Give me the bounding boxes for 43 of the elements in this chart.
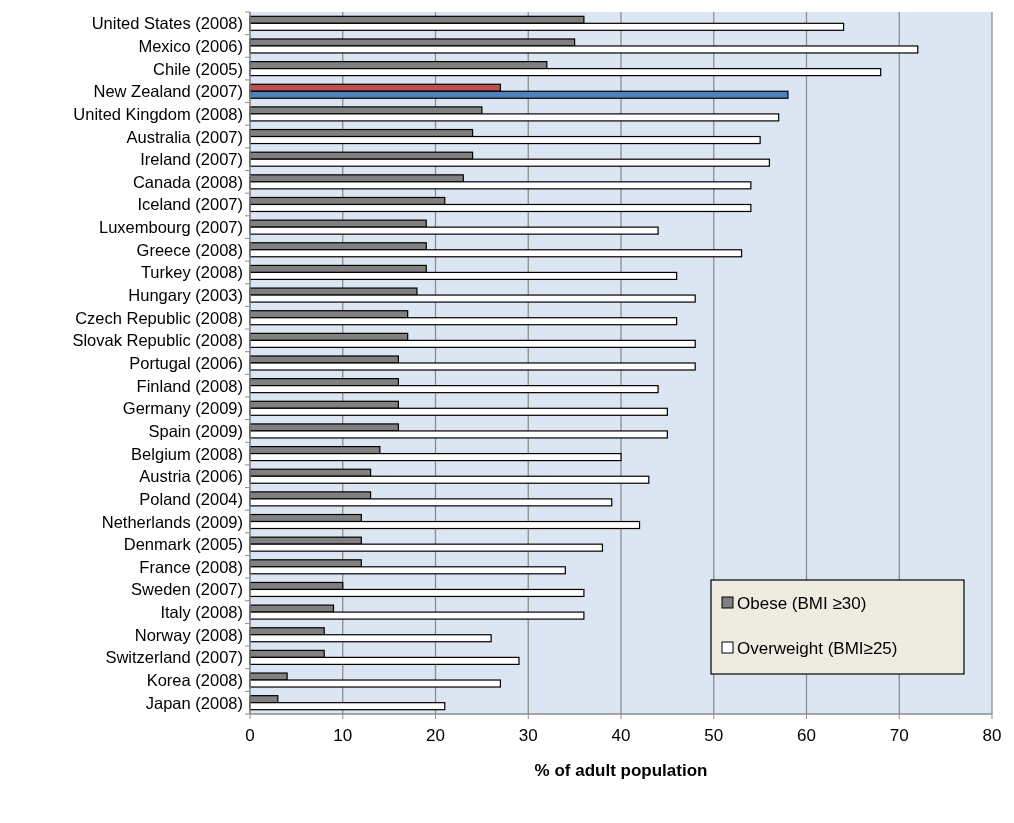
y-tick-label: Mexico (2006)	[138, 36, 243, 55]
x-tick-label: 40	[611, 726, 631, 745]
y-tick-label: Korea (2008)	[146, 671, 243, 690]
y-tick-label: Turkey (2008)	[140, 263, 243, 282]
y-tick-label: Austria (2006)	[139, 467, 243, 486]
y-tick-label: Ireland (2007)	[140, 150, 243, 169]
legend-label: Obese (BMI ≥30)	[737, 594, 867, 613]
y-tick-label: Canada (2008)	[132, 172, 243, 191]
x-tick-label: 10	[333, 726, 353, 745]
y-tick-label: Slovak Republic (2008)	[72, 331, 243, 350]
y-tick-label: Belgium (2008)	[131, 444, 243, 463]
x-tick-label: 0	[245, 726, 255, 745]
y-tick-label: Japan (2008)	[145, 693, 243, 712]
y-tick-label: Denmark (2005)	[123, 535, 243, 554]
y-tick-label: Spain (2009)	[148, 421, 243, 440]
x-axis-title: % of adult population	[534, 761, 708, 780]
y-tick-label: Switzerland (2007)	[105, 648, 243, 667]
y-tick-label: New Zealand (2007)	[93, 82, 243, 101]
y-tick-label: Norway (2008)	[134, 625, 243, 644]
y-tick-label: Sweden (2007)	[131, 580, 243, 599]
y-tick-label: United States (2008)	[91, 14, 243, 33]
x-tick-label: 70	[889, 726, 909, 745]
y-tick-label: Greece (2008)	[136, 240, 243, 259]
y-tick-label: Australia (2007)	[126, 127, 243, 146]
y-tick-label: United Kingdom (2008)	[73, 104, 243, 123]
y-tick-label: Germany (2009)	[122, 399, 243, 418]
y-tick-label: Finland (2008)	[136, 376, 243, 395]
y-tick-label: Chile (2005)	[153, 59, 243, 78]
y-tick-label: Netherlands (2009)	[101, 512, 243, 531]
y-tick-label: Luxembourg (2007)	[98, 218, 243, 237]
y-tick-label: Hungary (2003)	[128, 286, 243, 305]
x-tick-label: 50	[704, 726, 724, 745]
y-tick-label: France (2008)	[139, 557, 243, 576]
y-tick-label: Portugal (2006)	[129, 354, 243, 372]
x-tick-label: 20	[426, 726, 445, 745]
y-tick-label: Czech Republic (2008)	[75, 308, 243, 327]
x-tick-label: 80	[982, 726, 1002, 745]
y-tick-label: Iceland (2007)	[137, 195, 243, 214]
legend-label: Overweight (BMI≥25)	[737, 639, 898, 658]
x-tick-label: 30	[518, 726, 538, 745]
y-tick-label: Italy (2008)	[160, 603, 243, 622]
y-tick-label: Poland (2004)	[139, 489, 243, 508]
x-tick-label: 60	[797, 726, 816, 745]
